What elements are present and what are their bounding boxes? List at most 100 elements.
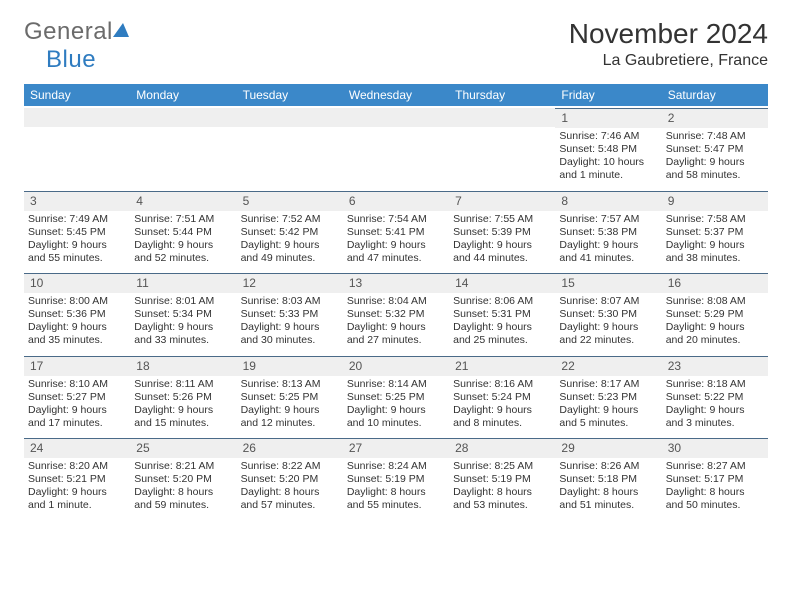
day-number: 5 xyxy=(237,191,343,211)
sunset-text: Sunset: 5:34 PM xyxy=(134,308,232,321)
sunset-text: Sunset: 5:39 PM xyxy=(453,226,551,239)
day-cell: 25Sunrise: 8:21 AMSunset: 5:20 PMDayligh… xyxy=(130,436,236,519)
calendar-page: General Blue November 2024 La Gaubretier… xyxy=(0,0,792,537)
sunrise-text: Sunrise: 8:22 AM xyxy=(241,460,339,473)
sunrise-text: Sunrise: 8:08 AM xyxy=(666,295,764,308)
week-row: 3Sunrise: 7:49 AMSunset: 5:45 PMDaylight… xyxy=(24,189,768,272)
day-header-row: Sunday Monday Tuesday Wednesday Thursday… xyxy=(24,84,768,106)
day-entry: Sunrise: 8:14 AMSunset: 5:25 PMDaylight:… xyxy=(347,378,445,431)
sunrise-text: Sunrise: 8:07 AM xyxy=(559,295,657,308)
dayhead-fri: Friday xyxy=(555,84,661,106)
day-number: 15 xyxy=(555,273,661,293)
daylight-text: Daylight: 9 hours and 58 minutes. xyxy=(666,156,764,182)
day-cell: 23Sunrise: 8:18 AMSunset: 5:22 PMDayligh… xyxy=(662,354,768,437)
day-number: 11 xyxy=(130,273,236,293)
sunset-text: Sunset: 5:38 PM xyxy=(559,226,657,239)
daylight-text: Daylight: 9 hours and 5 minutes. xyxy=(559,404,657,430)
day-cell: 2Sunrise: 7:48 AMSunset: 5:47 PMDaylight… xyxy=(662,106,768,189)
day-entry: Sunrise: 8:24 AMSunset: 5:19 PMDaylight:… xyxy=(347,460,445,513)
location-label: La Gaubretiere, France xyxy=(569,52,768,70)
day-number: 7 xyxy=(449,191,555,211)
page-header: General Blue November 2024 La Gaubretier… xyxy=(24,18,768,74)
daylight-text: Daylight: 9 hours and 10 minutes. xyxy=(347,404,445,430)
sunrise-text: Sunrise: 8:26 AM xyxy=(559,460,657,473)
day-entry: Sunrise: 8:17 AMSunset: 5:23 PMDaylight:… xyxy=(559,378,657,431)
day-entry: Sunrise: 8:22 AMSunset: 5:20 PMDaylight:… xyxy=(241,460,339,513)
sunset-text: Sunset: 5:27 PM xyxy=(28,391,126,404)
day-entry: Sunrise: 8:07 AMSunset: 5:30 PMDaylight:… xyxy=(559,295,657,348)
sunrise-text: Sunrise: 8:10 AM xyxy=(28,378,126,391)
day-entry: Sunrise: 8:20 AMSunset: 5:21 PMDaylight:… xyxy=(28,460,126,513)
sunset-text: Sunset: 5:26 PM xyxy=(134,391,232,404)
daylight-text: Daylight: 8 hours and 57 minutes. xyxy=(241,486,339,512)
daylight-text: Daylight: 9 hours and 17 minutes. xyxy=(28,404,126,430)
day-cell: 24Sunrise: 8:20 AMSunset: 5:21 PMDayligh… xyxy=(24,436,130,519)
day-entry: Sunrise: 8:16 AMSunset: 5:24 PMDaylight:… xyxy=(453,378,551,431)
logo: General Blue xyxy=(24,18,131,74)
daylight-text: Daylight: 9 hours and 20 minutes. xyxy=(666,321,764,347)
sunset-text: Sunset: 5:29 PM xyxy=(666,308,764,321)
day-number: 21 xyxy=(449,356,555,376)
day-cell: 22Sunrise: 8:17 AMSunset: 5:23 PMDayligh… xyxy=(555,354,661,437)
day-cell xyxy=(343,106,449,189)
sunrise-text: Sunrise: 7:46 AM xyxy=(559,130,657,143)
day-number: 30 xyxy=(662,438,768,458)
day-number: 16 xyxy=(662,273,768,293)
sunset-text: Sunset: 5:22 PM xyxy=(666,391,764,404)
day-cell xyxy=(24,106,130,189)
day-cell: 27Sunrise: 8:24 AMSunset: 5:19 PMDayligh… xyxy=(343,436,449,519)
sunset-text: Sunset: 5:36 PM xyxy=(28,308,126,321)
dayhead-wed: Wednesday xyxy=(343,84,449,106)
day-number: 9 xyxy=(662,191,768,211)
sunrise-text: Sunrise: 8:06 AM xyxy=(453,295,551,308)
day-number: 4 xyxy=(130,191,236,211)
title-block: November 2024 La Gaubretiere, France xyxy=(569,18,768,70)
sunset-text: Sunset: 5:48 PM xyxy=(559,143,657,156)
day-cell: 17Sunrise: 8:10 AMSunset: 5:27 PMDayligh… xyxy=(24,354,130,437)
sunset-text: Sunset: 5:44 PM xyxy=(134,226,232,239)
day-entry: Sunrise: 8:08 AMSunset: 5:29 PMDaylight:… xyxy=(666,295,764,348)
day-cell: 30Sunrise: 8:27 AMSunset: 5:17 PMDayligh… xyxy=(662,436,768,519)
day-cell: 15Sunrise: 8:07 AMSunset: 5:30 PMDayligh… xyxy=(555,271,661,354)
day-cell: 20Sunrise: 8:14 AMSunset: 5:25 PMDayligh… xyxy=(343,354,449,437)
sunset-text: Sunset: 5:45 PM xyxy=(28,226,126,239)
daylight-text: Daylight: 8 hours and 53 minutes. xyxy=(453,486,551,512)
logo-text-blue: Blue xyxy=(46,46,96,73)
daylight-text: Daylight: 9 hours and 44 minutes. xyxy=(453,239,551,265)
logo-sail-icon xyxy=(111,18,131,46)
day-entry: Sunrise: 7:58 AMSunset: 5:37 PMDaylight:… xyxy=(666,213,764,266)
day-cell: 5Sunrise: 7:52 AMSunset: 5:42 PMDaylight… xyxy=(237,189,343,272)
sunrise-text: Sunrise: 8:27 AM xyxy=(666,460,764,473)
day-cell xyxy=(237,106,343,189)
sunrise-text: Sunrise: 8:03 AM xyxy=(241,295,339,308)
day-number: 22 xyxy=(555,356,661,376)
day-number: 6 xyxy=(343,191,449,211)
daylight-text: Daylight: 9 hours and 1 minute. xyxy=(28,486,126,512)
day-entry: Sunrise: 7:57 AMSunset: 5:38 PMDaylight:… xyxy=(559,213,657,266)
empty-day xyxy=(24,108,130,127)
day-entry: Sunrise: 8:01 AMSunset: 5:34 PMDaylight:… xyxy=(134,295,232,348)
sunset-text: Sunset: 5:17 PM xyxy=(666,473,764,486)
sunset-text: Sunset: 5:47 PM xyxy=(666,143,764,156)
day-cell: 3Sunrise: 7:49 AMSunset: 5:45 PMDaylight… xyxy=(24,189,130,272)
day-number: 3 xyxy=(24,191,130,211)
sunset-text: Sunset: 5:18 PM xyxy=(559,473,657,486)
day-number: 20 xyxy=(343,356,449,376)
daylight-text: Daylight: 8 hours and 50 minutes. xyxy=(666,486,764,512)
daylight-text: Daylight: 9 hours and 25 minutes. xyxy=(453,321,551,347)
day-entry: Sunrise: 8:27 AMSunset: 5:17 PMDaylight:… xyxy=(666,460,764,513)
day-number: 14 xyxy=(449,273,555,293)
day-entry: Sunrise: 8:21 AMSunset: 5:20 PMDaylight:… xyxy=(134,460,232,513)
day-entry: Sunrise: 8:06 AMSunset: 5:31 PMDaylight:… xyxy=(453,295,551,348)
day-cell xyxy=(130,106,236,189)
sunrise-text: Sunrise: 8:00 AM xyxy=(28,295,126,308)
sunset-text: Sunset: 5:25 PM xyxy=(241,391,339,404)
sunrise-text: Sunrise: 8:16 AM xyxy=(453,378,551,391)
day-number: 27 xyxy=(343,438,449,458)
sunset-text: Sunset: 5:33 PM xyxy=(241,308,339,321)
day-number: 24 xyxy=(24,438,130,458)
sunrise-text: Sunrise: 8:11 AM xyxy=(134,378,232,391)
dayhead-tue: Tuesday xyxy=(237,84,343,106)
sunrise-text: Sunrise: 8:24 AM xyxy=(347,460,445,473)
day-cell: 26Sunrise: 8:22 AMSunset: 5:20 PMDayligh… xyxy=(237,436,343,519)
